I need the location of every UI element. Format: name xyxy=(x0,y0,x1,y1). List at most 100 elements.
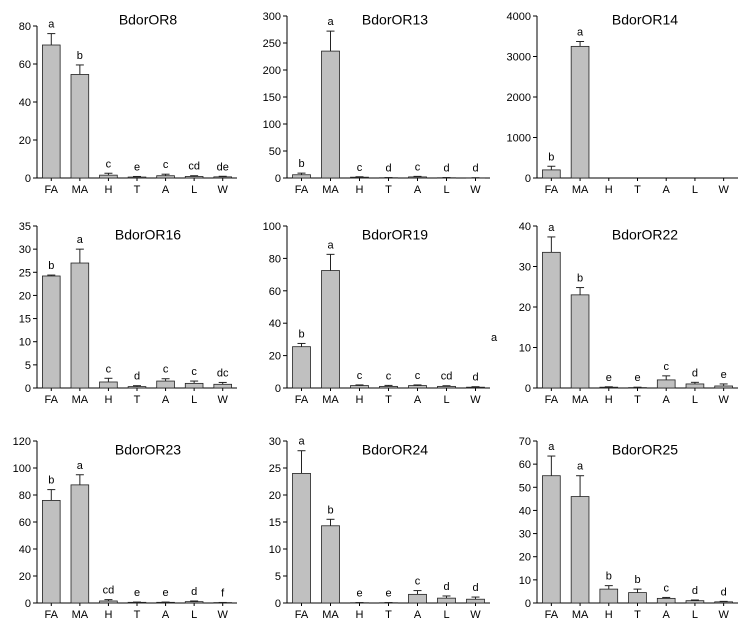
y-tick-label: 2000 xyxy=(507,92,531,104)
significance-letter: b xyxy=(634,574,640,586)
x-tick-label: T xyxy=(634,394,641,406)
y-tick-label: 80 xyxy=(19,21,31,33)
x-tick-label: L xyxy=(443,609,449,620)
bar xyxy=(213,176,232,179)
y-tick-label: 10 xyxy=(519,343,531,355)
bar xyxy=(184,176,204,179)
significance-letter: b xyxy=(327,504,333,516)
y-tick-label: 30 xyxy=(519,262,531,274)
significance-letter: b xyxy=(548,151,554,163)
bar xyxy=(292,472,311,604)
x-tick-label: MA xyxy=(572,184,589,196)
x-tick-label: T xyxy=(134,184,141,196)
x-tick-label: H xyxy=(356,609,364,620)
y-tick-label: 70 xyxy=(519,436,531,448)
significance-letter: b xyxy=(298,328,304,340)
bar xyxy=(714,385,733,389)
y-tick-label: 30 xyxy=(19,244,31,256)
x-tick-label: W xyxy=(470,394,481,406)
x-tick-label: FA xyxy=(545,609,559,620)
bar xyxy=(350,176,369,179)
bar xyxy=(437,597,456,604)
x-tick-label: L xyxy=(191,394,197,406)
significance-letter: e xyxy=(134,587,140,599)
chart-panel: BdorOR14 0 1000 2000 3000 4000 b FA a MA H T A L W xyxy=(507,11,738,196)
y-tick-label: 0 xyxy=(275,173,281,185)
y-tick-label: 20 xyxy=(519,552,531,564)
y-tick-label: 100 xyxy=(13,463,31,475)
significance-letter: e xyxy=(385,588,391,600)
y-tick-label: 10 xyxy=(19,337,31,349)
chart-title: BdorOR19 xyxy=(362,226,428,242)
bar xyxy=(321,270,340,389)
y-tick-label: 50 xyxy=(519,482,531,494)
y-tick-label: 50 xyxy=(269,146,281,158)
y-tick-label: 15 xyxy=(269,517,281,529)
significance-letter: c xyxy=(415,370,421,382)
x-tick-label: T xyxy=(634,609,641,620)
x-tick-label: T xyxy=(134,394,141,406)
x-tick-label: W xyxy=(218,394,229,406)
x-tick-label: A xyxy=(414,184,422,196)
significance-letter: e xyxy=(356,588,362,600)
y-tick-label: 120 xyxy=(13,436,31,448)
significance-letter: a xyxy=(327,16,334,28)
x-tick-label: MA xyxy=(72,184,89,196)
x-tick-label: T xyxy=(385,394,392,406)
y-tick-label: 0 xyxy=(525,383,531,395)
bar xyxy=(321,50,340,179)
significance-letter: b xyxy=(298,158,304,170)
x-tick-label: H xyxy=(605,184,613,196)
x-tick-label: FA xyxy=(295,184,309,196)
x-tick-label: L xyxy=(443,394,449,406)
bar xyxy=(184,382,204,389)
bar xyxy=(156,380,175,389)
significance-letter: c xyxy=(106,363,112,375)
bar xyxy=(542,251,561,389)
bar xyxy=(292,174,311,179)
significance-letter: cd xyxy=(441,371,453,383)
significance-letter: d xyxy=(692,367,698,379)
bar xyxy=(628,592,647,604)
y-tick-label: 30 xyxy=(269,436,281,448)
significance-letter: c xyxy=(163,159,169,171)
x-tick-label: W xyxy=(718,184,729,196)
y-tick-label: 0 xyxy=(25,173,31,185)
x-tick-label: H xyxy=(356,184,364,196)
significance-letter: e xyxy=(134,161,140,173)
y-tick-label: 10 xyxy=(519,575,531,587)
bar xyxy=(408,593,427,604)
significance-letter: b xyxy=(606,571,612,583)
x-tick-label: A xyxy=(663,609,671,620)
x-tick-label: H xyxy=(356,394,364,406)
chart-title: BdorOR22 xyxy=(612,226,678,242)
significance-letter: d xyxy=(191,586,197,598)
significance-letter: de xyxy=(217,161,229,173)
bar xyxy=(714,601,733,604)
x-tick-label: W xyxy=(218,184,229,196)
significance-letter: c xyxy=(106,158,112,170)
chart-title: BdorOR23 xyxy=(115,441,181,457)
x-tick-label: A xyxy=(162,609,170,620)
y-tick-label: 0 xyxy=(275,598,281,610)
y-tick-label: 25 xyxy=(19,267,31,279)
x-tick-label: FA xyxy=(545,394,559,406)
bar xyxy=(70,262,90,389)
y-tick-label: 60 xyxy=(19,59,31,71)
bar xyxy=(99,174,118,179)
significance-letter: d xyxy=(692,585,698,597)
y-tick-label: 0 xyxy=(25,598,31,610)
y-tick-label: 10 xyxy=(269,544,281,556)
y-tick-label: 80 xyxy=(269,253,281,265)
x-tick-label: T xyxy=(385,609,392,620)
x-tick-label: H xyxy=(104,394,112,406)
x-tick-label: A xyxy=(162,184,170,196)
bar xyxy=(570,294,590,389)
significance-letter: c xyxy=(191,366,197,378)
x-tick-label: T xyxy=(134,609,141,620)
significance-letter: c xyxy=(357,162,363,174)
x-tick-label: A xyxy=(162,394,170,406)
